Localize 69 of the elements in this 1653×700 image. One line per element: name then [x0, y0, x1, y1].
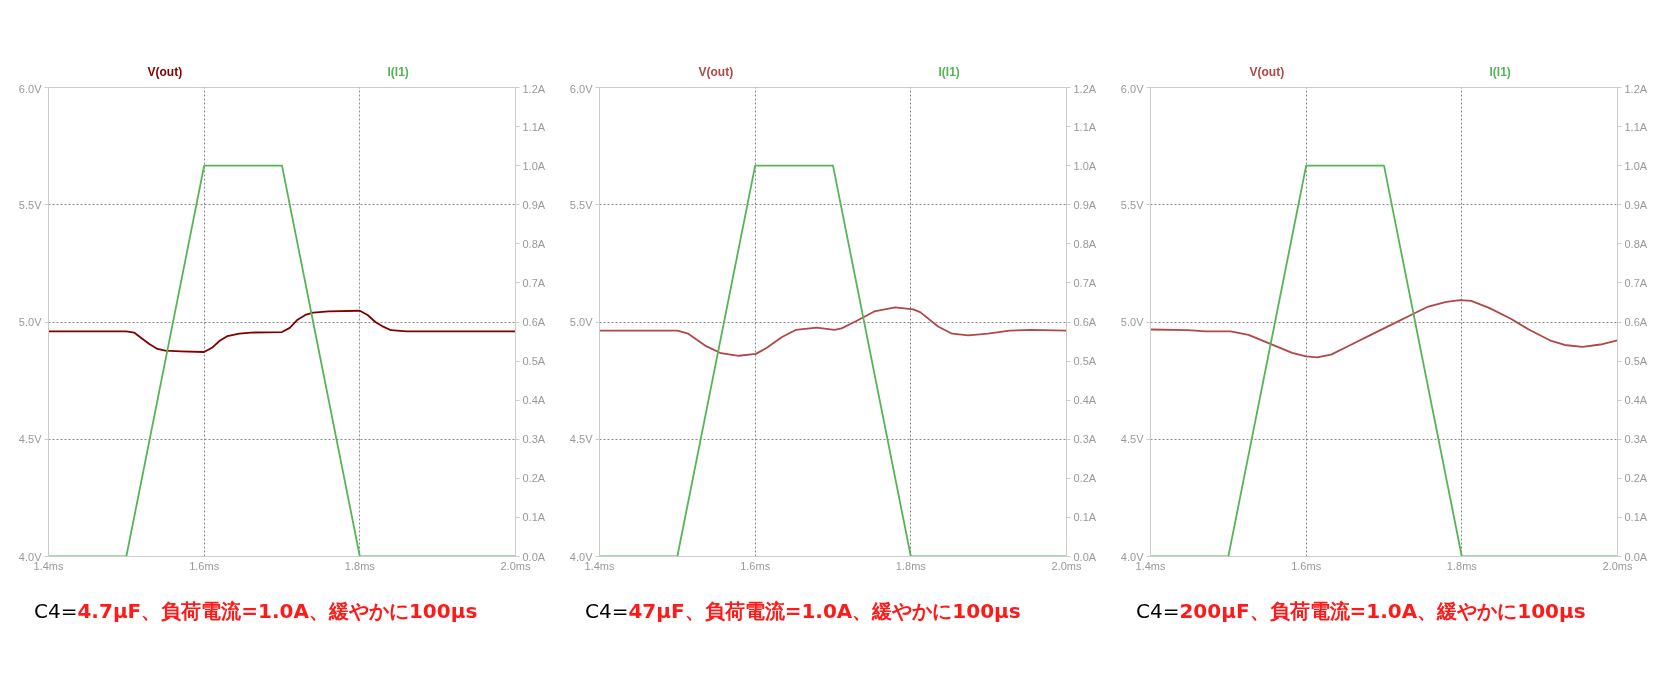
y2-tick-label: 0.3A	[1624, 433, 1648, 446]
y2-tick-label: 0.9A	[1073, 198, 1097, 211]
y2-tick-label: 0.9A	[1624, 198, 1648, 211]
y2-tick-label: 0.9A	[522, 198, 546, 211]
text: 200µF、負荷電流=1.0A、緩やかに100µs	[1179, 599, 1586, 623]
line-series	[1150, 299, 1618, 359]
y-tick-label: 4.5V	[1120, 433, 1145, 446]
y-tick-label: 5.0V	[569, 316, 594, 328]
y2-tick-label: 1.1A	[1073, 120, 1097, 133]
y2-tick-label: 0.2A	[1073, 472, 1097, 485]
y2-tick-label: 1.0A	[1073, 159, 1097, 172]
y2-tick-label: 0.4A	[1073, 394, 1097, 407]
y2-tick-label: 0.2A	[522, 472, 546, 485]
text: C4=	[1136, 599, 1180, 623]
y2-tick-label: 1.0A	[1624, 159, 1648, 172]
text: V(out)	[147, 63, 183, 81]
x-tick-label: 1.6ms	[1291, 559, 1322, 572]
text: I(I1)	[1489, 63, 1511, 81]
line-series	[48, 309, 516, 353]
y2-tick-label: 1.2A	[1624, 82, 1648, 95]
y2-tick-label: 1.1A	[1624, 120, 1648, 133]
text: 4.7µF、負荷電流=1.0A、緩やかに100µs	[77, 599, 478, 623]
y-tick-label: 5.0V	[18, 316, 43, 328]
y2-tick-label: 1.0A	[522, 159, 546, 172]
y2-tick-label: 0.2A	[1624, 472, 1648, 485]
text: C4=	[34, 599, 78, 623]
y-tick-label: 5.5V	[18, 198, 43, 211]
y2-tick-label: 0.4A	[1624, 394, 1648, 407]
y-tick-label: 5.0V	[1120, 316, 1145, 328]
y2-tick-label: 1.2A	[1073, 82, 1097, 95]
y2-tick-label: 0.5A	[1073, 355, 1097, 368]
y2-tick-label: 0.5A	[1624, 355, 1648, 368]
y2-tick-label: 0.8A	[1624, 237, 1648, 250]
y2-tick-label: 0.1A	[1624, 511, 1648, 524]
y-tick-label: 4.5V	[569, 433, 594, 446]
y-tick-label: 4.5V	[18, 433, 43, 446]
x-tick-label: 1.8ms	[1446, 559, 1478, 572]
y2-tick-label: 0.4A	[522, 394, 546, 407]
text: 47µF、負荷電流=1.0A、緩やかに100µs	[628, 599, 1021, 623]
text: V(out)	[1249, 63, 1285, 81]
x-tick-label: 1.8ms	[895, 559, 927, 572]
y2-tick-label: 0.6A	[1073, 316, 1097, 328]
y-tick-label: 5.5V	[569, 198, 594, 211]
y2-tick-label: 0.7A	[1073, 276, 1097, 289]
y2-tick-label: 0.6A	[522, 316, 546, 328]
text: V(out)	[698, 63, 734, 81]
y-tick-label: 6.0V	[569, 82, 594, 95]
text: I(I1)	[938, 63, 960, 81]
x-tick-label: 1.6ms	[740, 559, 771, 572]
y2-tick-label: 0.3A	[1073, 433, 1097, 446]
y2-tick-label: 0.6A	[1624, 316, 1648, 328]
y2-tick-label: 1.2A	[522, 82, 546, 95]
y-tick-label: 6.0V	[18, 82, 43, 95]
text: I(I1)	[387, 63, 409, 81]
y-tick-label: 6.0V	[1120, 82, 1145, 95]
y2-tick-label: 0.3A	[522, 433, 546, 446]
y2-tick-label: 0.7A	[1624, 276, 1648, 289]
x-tick-label: 1.8ms	[344, 559, 376, 572]
y2-tick-label: 0.8A	[522, 237, 546, 250]
y2-tick-label: 0.1A	[1073, 511, 1097, 524]
line-series	[599, 306, 1067, 357]
text: C4=	[585, 599, 629, 623]
y-tick-label: 5.5V	[1120, 198, 1145, 211]
y2-tick-label: 0.1A	[522, 511, 546, 524]
y2-tick-label: 0.7A	[522, 276, 546, 289]
y2-tick-label: 0.5A	[522, 355, 546, 368]
x-tick-label: 1.6ms	[189, 559, 220, 572]
y2-tick-label: 0.8A	[1073, 237, 1097, 250]
y2-tick-label: 1.1A	[522, 120, 546, 133]
